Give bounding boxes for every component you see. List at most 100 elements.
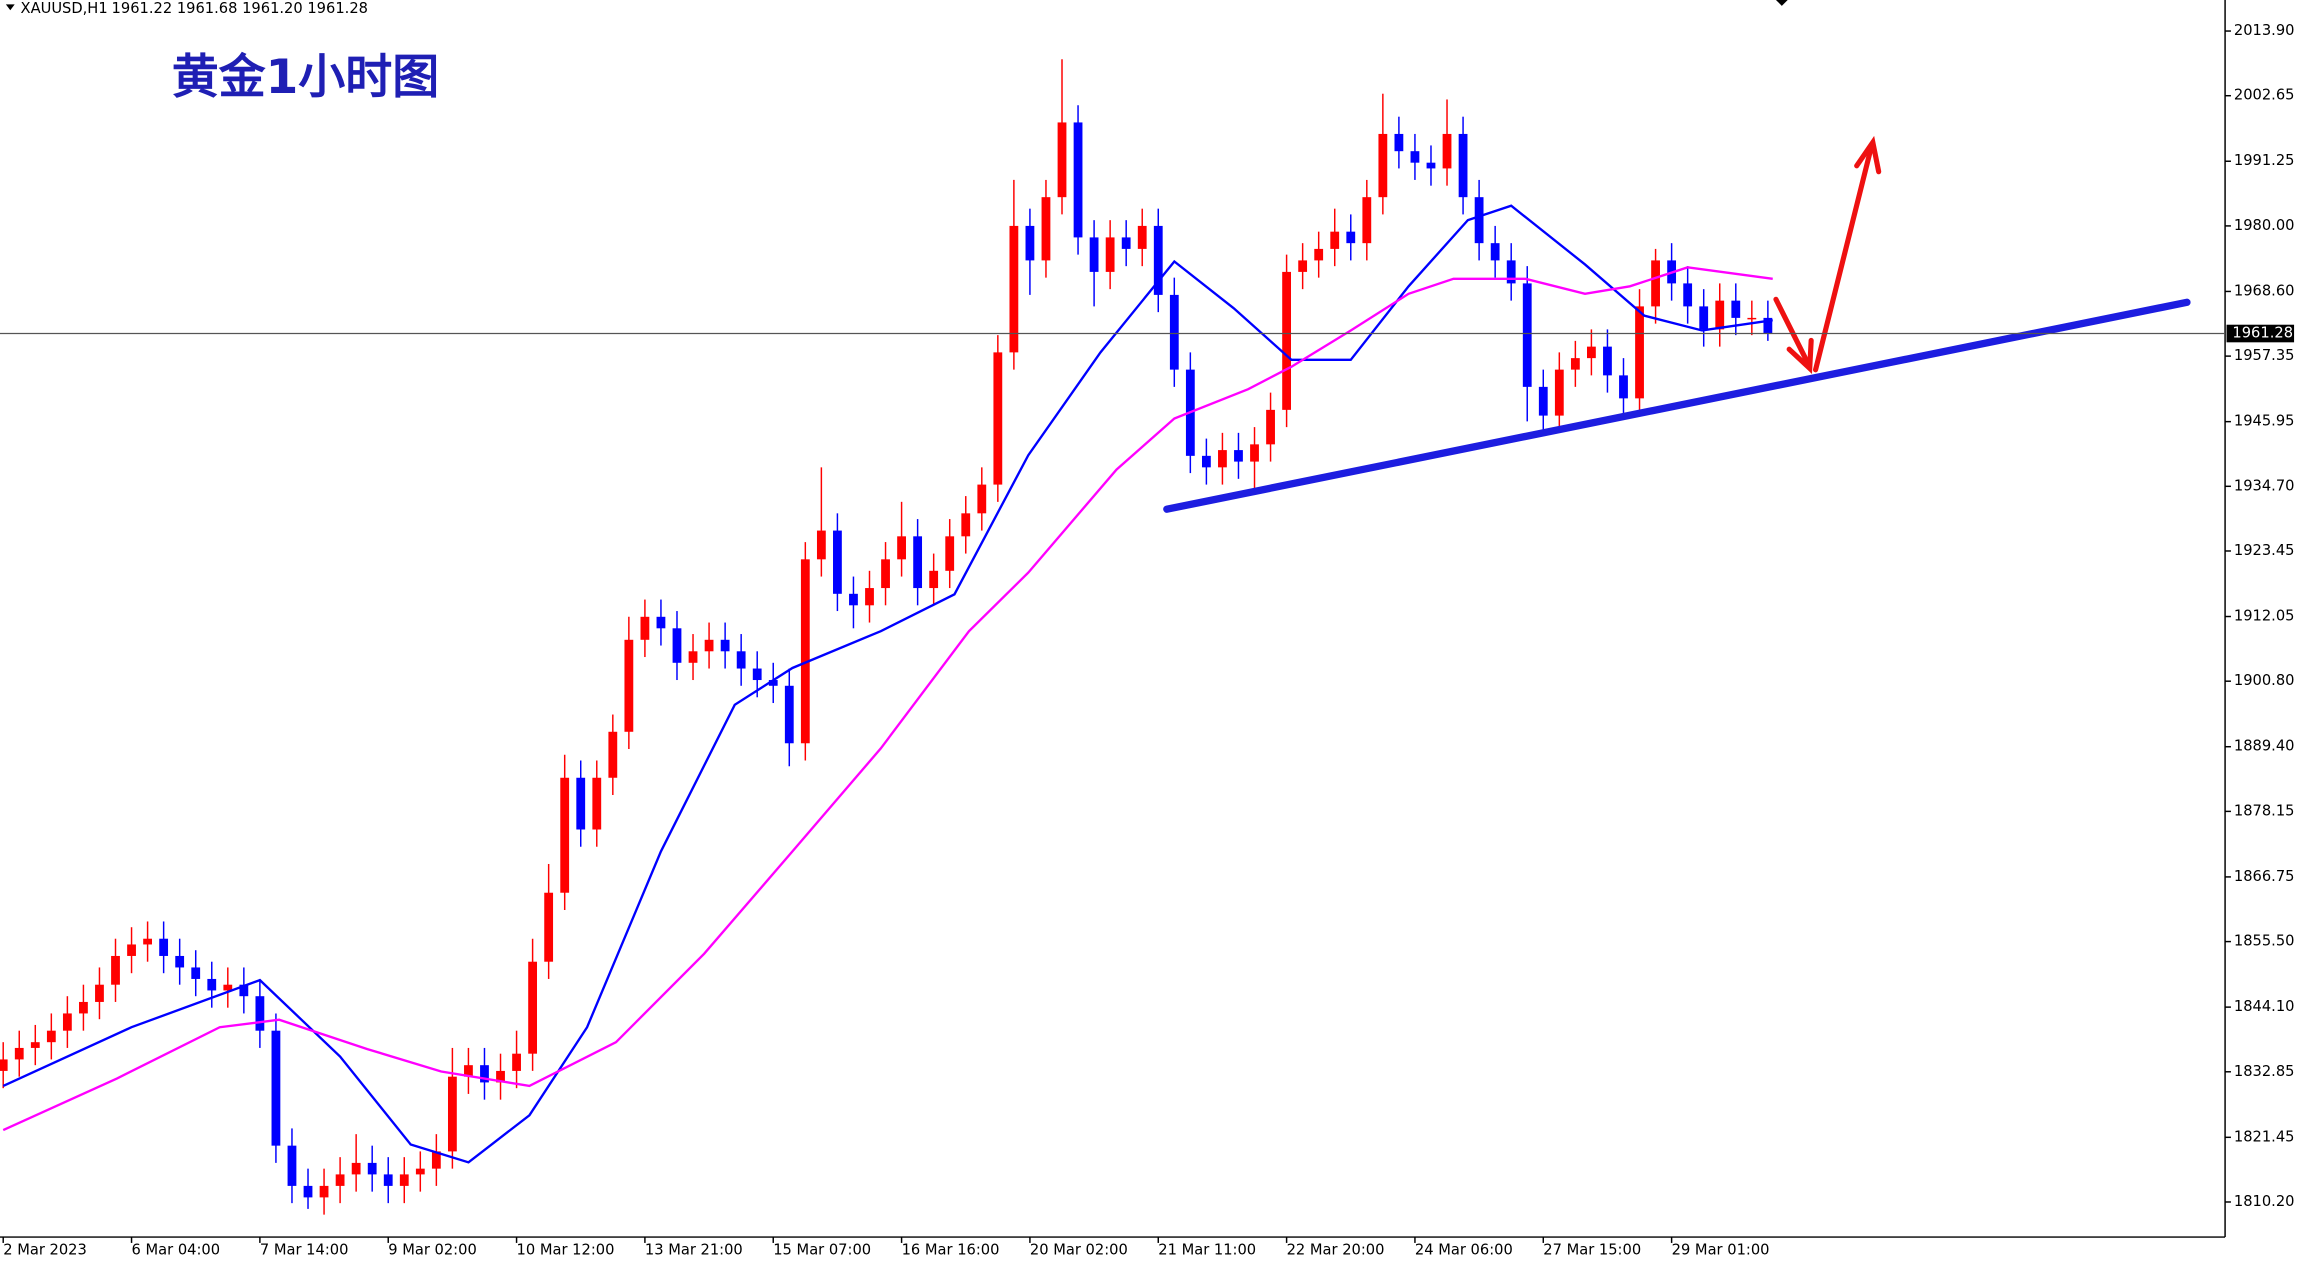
candle-body xyxy=(255,996,265,1031)
candle-body xyxy=(1362,197,1372,244)
candle-body xyxy=(1009,225,1019,353)
candle-body xyxy=(1266,409,1275,445)
candle-body xyxy=(1763,317,1773,334)
candle-body xyxy=(447,1076,457,1152)
arrow-up xyxy=(1813,144,1874,373)
candle-body xyxy=(736,651,746,669)
candle-body xyxy=(528,961,538,1054)
x-tick-label: 22 Mar 20:00 xyxy=(1287,1241,1385,1258)
candle-body xyxy=(1250,444,1259,462)
ohlc: 1961.22 1961.68 1961.20 1961.28 xyxy=(112,0,368,17)
trend-line xyxy=(1163,298,2191,513)
candle-body xyxy=(1201,455,1211,468)
candle-body xyxy=(1603,346,1612,376)
candle-body xyxy=(271,1030,281,1146)
candle-body xyxy=(656,616,666,629)
candle-body xyxy=(1699,306,1709,330)
candle-body xyxy=(30,1042,40,1048)
candle-body xyxy=(1442,133,1452,169)
candle-body xyxy=(897,536,906,560)
candle-body xyxy=(207,978,217,991)
candle-body xyxy=(929,570,939,589)
x-tick-label: 6 Mar 04:00 xyxy=(132,1241,221,1258)
candle-body xyxy=(560,777,570,893)
candle-body xyxy=(351,1162,361,1175)
candle-body xyxy=(480,1065,489,1083)
candle-body xyxy=(592,777,602,830)
candle-body xyxy=(1570,358,1580,370)
candle-body xyxy=(1057,122,1067,198)
candle-body xyxy=(945,536,955,571)
candle-body xyxy=(608,731,618,778)
candle-body xyxy=(415,1168,425,1175)
candle-body xyxy=(303,1185,313,1198)
plot-area xyxy=(0,59,1773,1215)
y-tick-label: 1980.00 xyxy=(2234,217,2295,234)
y-tick-label: 1878.15 xyxy=(2234,802,2295,819)
candle-body xyxy=(1538,386,1548,416)
candle-body xyxy=(367,1162,377,1175)
candle-body xyxy=(383,1174,393,1186)
x-tick-label: 20 Mar 02:00 xyxy=(1030,1241,1128,1258)
candle-body xyxy=(95,984,104,1002)
candle-body xyxy=(1587,346,1596,359)
candle-body xyxy=(0,1059,8,1071)
menu-arrow[interactable] xyxy=(5,4,15,11)
candle-body xyxy=(46,1030,56,1043)
y-tick-label: 1866.75 xyxy=(2234,868,2295,885)
candle-body xyxy=(1410,151,1420,163)
x-tick-label: 10 Mar 12:00 xyxy=(517,1241,615,1258)
y-tick-label: 1923.45 xyxy=(2234,542,2295,559)
candle-body xyxy=(1330,231,1340,249)
candle-body xyxy=(1153,225,1163,295)
y-tick-label: 1889.40 xyxy=(2234,738,2295,755)
y-tick-label: 1844.10 xyxy=(2234,998,2295,1015)
y-tick-label: 1900.80 xyxy=(2234,672,2295,689)
candle-body xyxy=(1346,231,1356,244)
x-tick-label: 2 Mar 2023 xyxy=(3,1241,87,1258)
candle-body xyxy=(784,685,794,744)
y-tick-label: 1991.25 xyxy=(2234,152,2295,169)
candle-body xyxy=(640,616,650,640)
candle-body xyxy=(1554,369,1564,416)
y-tick-label: 1945.95 xyxy=(2234,413,2295,430)
candle-body xyxy=(175,955,185,968)
marker xyxy=(1775,0,1788,6)
candle-body xyxy=(752,668,762,681)
x-tick-label: 16 Mar 16:00 xyxy=(902,1241,1000,1258)
arrow-down xyxy=(1773,296,1811,367)
candle-body xyxy=(1522,283,1532,387)
candle-body xyxy=(1282,271,1292,410)
candle-body xyxy=(1715,300,1725,330)
candle-body xyxy=(672,628,682,663)
x-tick-label: 27 Mar 15:00 xyxy=(1543,1241,1641,1258)
candle-body xyxy=(399,1174,409,1186)
x-tick-label: 13 Mar 21:00 xyxy=(645,1241,743,1258)
candle-body xyxy=(1169,294,1179,370)
candle-body xyxy=(1490,243,1500,261)
candle-body xyxy=(159,938,169,956)
current-price-label: 1961.28 xyxy=(2232,325,2293,342)
candle-body xyxy=(913,536,923,589)
candle-body xyxy=(1426,162,1436,169)
candle-body xyxy=(1073,122,1083,238)
candle-body xyxy=(1025,225,1035,261)
candle-body xyxy=(1635,306,1644,399)
candle-body xyxy=(335,1174,345,1186)
candle-body xyxy=(1747,317,1757,320)
candle-body xyxy=(287,1145,297,1186)
candle-body xyxy=(191,967,201,979)
candle-body xyxy=(1458,133,1468,198)
moving-average xyxy=(2,204,1773,1164)
candle-body xyxy=(512,1053,521,1071)
y-tick-label: 1855.50 xyxy=(2234,933,2295,950)
x-tick-label: 24 Mar 06:00 xyxy=(1415,1241,1513,1258)
arrow-head xyxy=(1854,135,1882,175)
candle-body xyxy=(1121,237,1131,249)
x-tick-label: 29 Mar 01:00 xyxy=(1672,1241,1770,1258)
y-tick-label: 1832.85 xyxy=(2234,1063,2295,1080)
candle-body xyxy=(1137,225,1147,249)
candle-body xyxy=(544,892,554,962)
